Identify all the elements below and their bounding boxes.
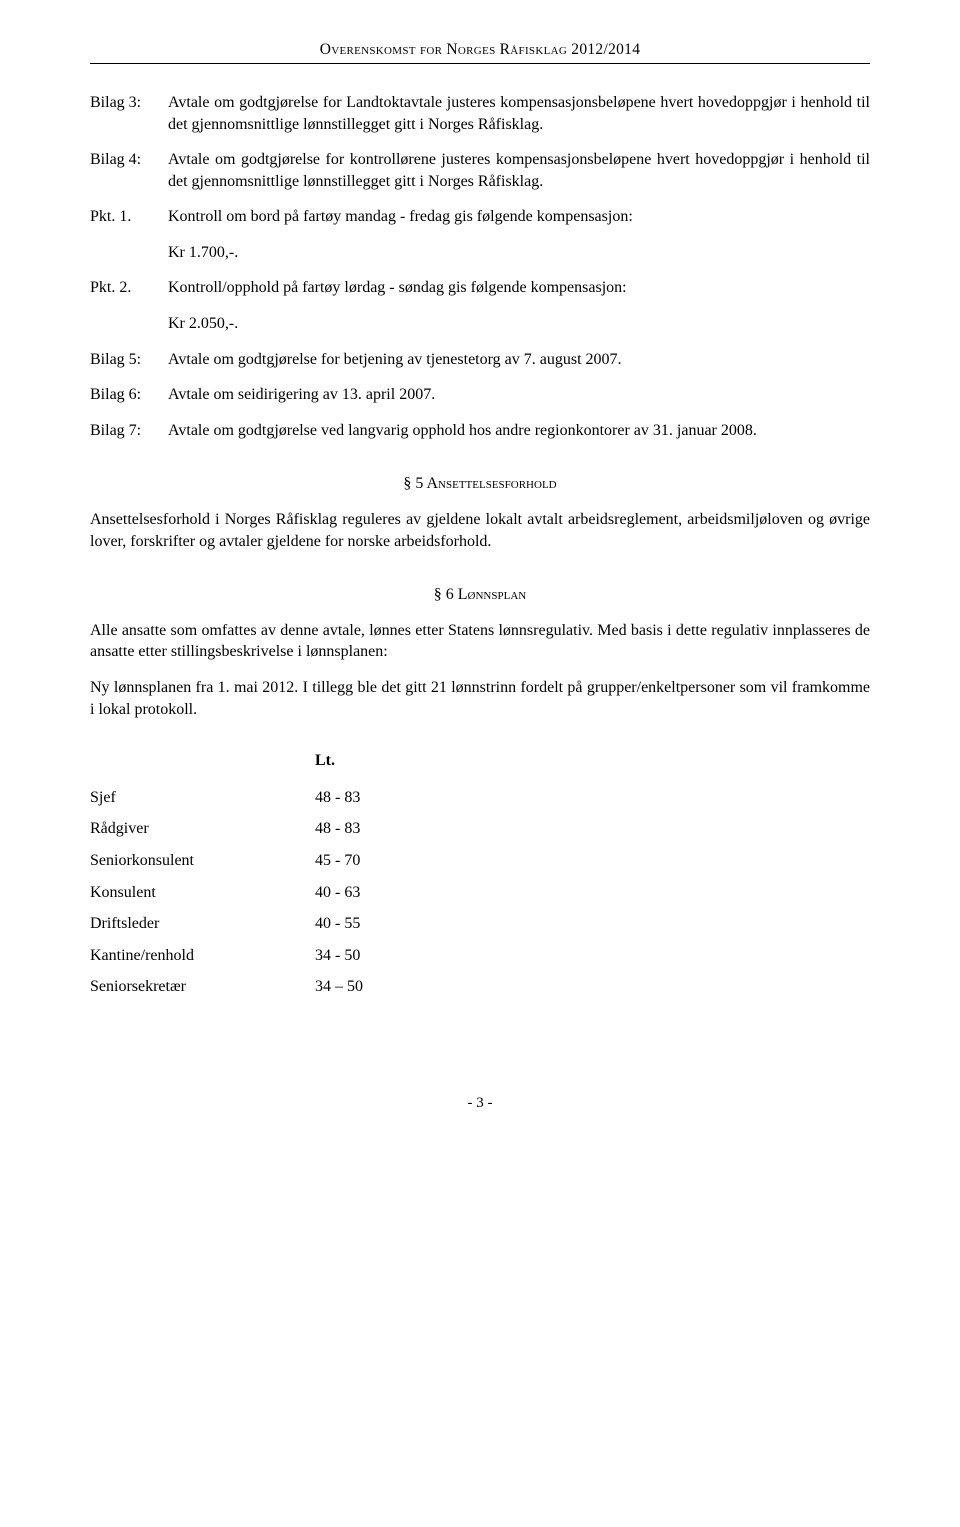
entry-label: Bilag 7:: [90, 420, 168, 442]
entry-row: Bilag 6:Avtale om seidirigering av 13. a…: [90, 384, 870, 406]
entry-body: Avtale om seidirigering av 13. april 200…: [168, 384, 870, 406]
role-cell: Konsulent: [90, 877, 315, 909]
table-row: Sjef48 - 83: [90, 782, 435, 814]
role-cell: Driftsleder: [90, 908, 315, 940]
page-header: Overenskomst for Norges Råfisklag 2012/2…: [90, 40, 870, 64]
table-row: Rådgiver48 - 83: [90, 813, 435, 845]
entry-body: Kontroll om bord på fartøy mandag - fred…: [168, 206, 870, 228]
entry-body: Avtale om godtgjørelse for kontrollørene…: [168, 149, 870, 192]
range-cell: 40 - 55: [315, 908, 435, 940]
entry-amount: Kr 1.700,-.: [168, 242, 870, 264]
range-cell: 45 - 70: [315, 845, 435, 877]
table-row: Seniorsekretær34 – 50: [90, 971, 435, 1003]
table-row: Driftsleder40 - 55: [90, 908, 435, 940]
table-row: Seniorkonsulent45 - 70: [90, 845, 435, 877]
entry-body: Avtale om godtgjørelse ved langvarig opp…: [168, 420, 870, 442]
entries-list: Bilag 3:Avtale om godtgjørelse for Landt…: [90, 92, 870, 442]
table-row: Kantine/renhold34 - 50: [90, 940, 435, 972]
role-cell: Kantine/renhold: [90, 940, 315, 972]
page-footer: - 3 -: [90, 1093, 870, 1113]
section-6-body-1: Alle ansatte som omfattes av denne avtal…: [90, 620, 870, 663]
entry-row: Bilag 7:Avtale om godtgjørelse ved langv…: [90, 420, 870, 442]
entry-body: Avtale om godtgjørelse for Landtoktavtal…: [168, 92, 870, 135]
entry-row: Bilag 3:Avtale om godtgjørelse for Landt…: [90, 92, 870, 135]
range-cell: 48 - 83: [315, 813, 435, 845]
entry-body: Avtale om godtgjørelse for betjening av …: [168, 349, 870, 371]
entry-row: Pkt. 2.Kontroll/opphold på fartøy lørdag…: [90, 277, 870, 299]
table-row: Konsulent40 - 63: [90, 877, 435, 909]
entry-row: Bilag 4:Avtale om godtgjørelse for kontr…: [90, 149, 870, 192]
entry-label: Bilag 5:: [90, 349, 168, 371]
entry-label: Bilag 4:: [90, 149, 168, 192]
section-5-heading: § 5 Ansettelsesforhold: [90, 473, 870, 495]
role-cell: Sjef: [90, 782, 315, 814]
range-cell: 34 – 50: [315, 971, 435, 1003]
section-6-heading: § 6 Lønnsplan: [90, 584, 870, 606]
entry-label: Pkt. 1.: [90, 206, 168, 228]
entry-row: Pkt. 1.Kontroll om bord på fartøy mandag…: [90, 206, 870, 228]
role-cell: Seniorkonsulent: [90, 845, 315, 877]
section-5-body: Ansettelsesforhold i Norges Råfisklag re…: [90, 509, 870, 552]
range-cell: 34 - 50: [315, 940, 435, 972]
lt-heading: Lt.: [315, 750, 870, 772]
role-cell: Rådgiver: [90, 813, 315, 845]
entry-amount: Kr 2.050,-.: [168, 313, 870, 335]
entry-row: Bilag 5:Avtale om godtgjørelse for betje…: [90, 349, 870, 371]
entry-label: Bilag 6:: [90, 384, 168, 406]
role-cell: Seniorsekretær: [90, 971, 315, 1003]
range-cell: 40 - 63: [315, 877, 435, 909]
entry-label: Pkt. 2.: [90, 277, 168, 299]
entry-body: Kontroll/opphold på fartøy lørdag - sønd…: [168, 277, 870, 299]
entry-label: Bilag 3:: [90, 92, 168, 135]
lt-table: Sjef48 - 83Rådgiver48 - 83Seniorkonsulen…: [90, 782, 435, 1003]
range-cell: 48 - 83: [315, 782, 435, 814]
section-6-body-2: Ny lønnsplanen fra 1. mai 2012. I tilleg…: [90, 677, 870, 720]
